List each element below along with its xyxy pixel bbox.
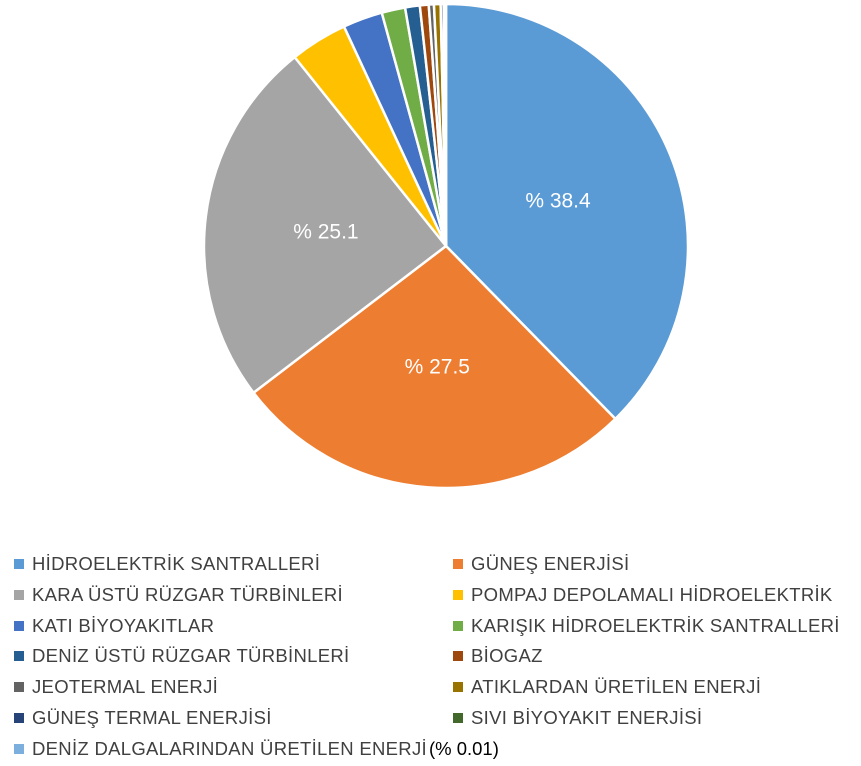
pie-slice-label-0: % 38.4: [525, 189, 591, 212]
pie-slice-0: [444, 2, 690, 421]
legend-swatch: [14, 743, 24, 754]
legend-item: KARA ÜSTÜ RÜZGAR TÜRBİNLERİ: [14, 580, 343, 610]
legend-swatch: [14, 559, 24, 569]
legend-swatch: [14, 620, 24, 631]
legend-swatch: [14, 682, 24, 693]
pie-slice-label-1: % 27.5: [405, 356, 470, 379]
legend-item: JEOTERMAL ENERJİ: [14, 672, 218, 702]
legend-label: GÜNEŞ ENERJİSİ: [471, 553, 630, 574]
legend-swatch: [453, 682, 463, 693]
legend-item: BİOGAZ: [453, 641, 543, 671]
pie-slice-2: [202, 55, 448, 394]
legend-item: DENİZ DALGALARINDAN ÜRETİLEN ENERJİ (% 0.…: [14, 734, 499, 764]
legend-label: GÜNEŞ TERMAL ENERJİSİ: [32, 707, 272, 728]
legend-note: (% 0.01): [428, 737, 499, 759]
pie-slice-1: [252, 244, 617, 490]
legend-swatch: [14, 713, 24, 723]
legend-swatch: [453, 559, 463, 569]
legend-label: KARA ÜSTÜ RÜZGAR TÜRBİNLERİ: [32, 583, 344, 605]
legend-label: SIVI BİYOYAKIT ENERJİSİ: [471, 707, 703, 728]
pie-plot-area: % 38.4 % 27.5 % 25.1: [202, 2, 690, 490]
legend-label: KARIŞIK HİDROELEKTRİK SANTRALLERİ: [471, 614, 840, 636]
legend: HİDROELEKTRİK SANTRALLERİ GÜNEŞ ENERJİSİ K…: [14, 549, 859, 764]
legend-item: KARIŞIK HİDROELEKTRİK SANTRALLERİ: [453, 611, 840, 641]
legend-item: DENİZ ÜSTÜ RÜZGAR TÜRBİNLERİ: [14, 641, 349, 671]
legend-label: HİDROELEKTRİK SANTRALLERİ: [32, 553, 321, 574]
pie-slice-label-2: % 25.1: [293, 220, 358, 243]
legend-item: SIVI BİYOYAKIT ENERJİSİ: [453, 703, 702, 733]
legend-swatch: [453, 713, 463, 723]
legend-swatch: [14, 589, 24, 600]
legend-label: KATI BİYOYAKITLAR: [32, 614, 215, 636]
legend-label: BİOGAZ: [471, 645, 543, 667]
legend-swatch: [14, 651, 24, 662]
legend-label: POMPAJ DEPOLAMALI HİDROELEKTRİK: [471, 583, 833, 605]
legend-item: ATIKLARDAN ÜRETİLEN ENERJİ: [453, 672, 761, 702]
legend-item: KATI BİYOYAKITLAR: [14, 611, 214, 641]
legend-label: JEOTERMAL ENERJİ: [32, 676, 219, 698]
legend-item: HİDROELEKTRİK SANTRALLERİ: [14, 549, 320, 579]
legend-swatch: [453, 589, 463, 600]
legend-item: POMPAJ DEPOLAMALI HİDROELEKTRİK: [453, 580, 833, 610]
legend-label: DENİZ DALGALARINDAN ÜRETİLEN ENERJİ: [32, 737, 427, 759]
legend-item: GÜNEŞ TERMAL ENERJİSİ: [14, 703, 272, 733]
legend-swatch: [453, 651, 463, 662]
legend-label: ATIKLARDAN ÜRETİLEN ENERJİ: [471, 676, 762, 698]
legend-label: DENİZ ÜSTÜ RÜZGAR TÜRBİNLERİ: [32, 645, 350, 667]
legend-item: GÜNEŞ ENERJİSİ: [453, 549, 629, 579]
legend-swatch: [453, 620, 463, 631]
